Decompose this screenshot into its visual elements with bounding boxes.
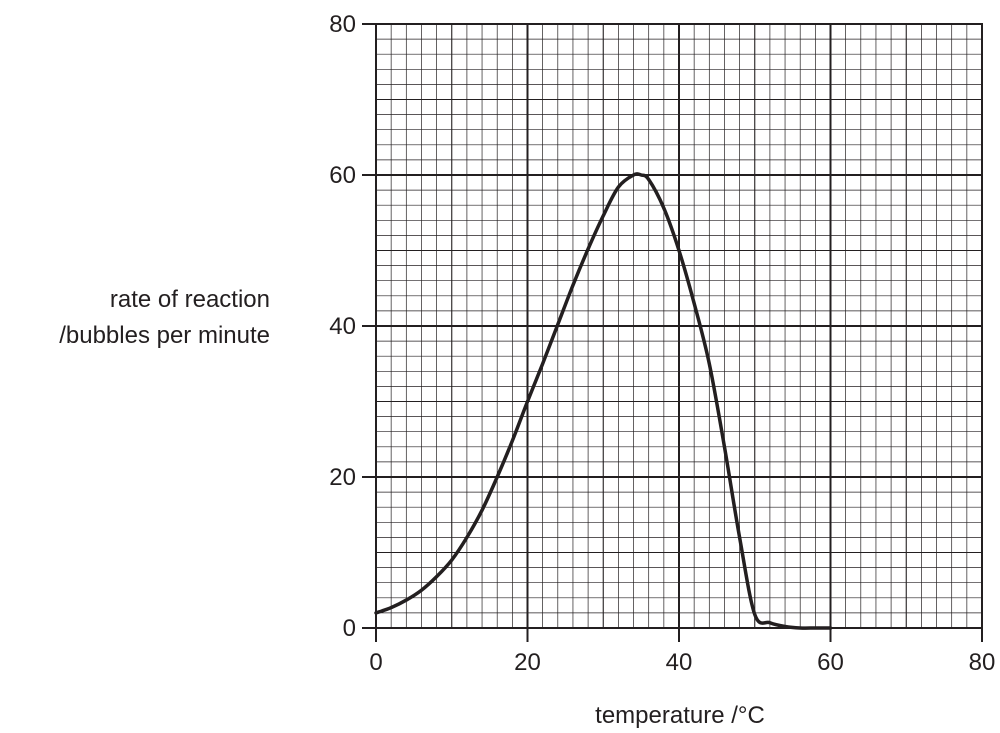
y-tick-label: 80	[329, 11, 356, 38]
series-line	[374, 172, 833, 630]
x-tick-label: 0	[369, 649, 382, 676]
x-tick-label: 40	[666, 649, 693, 676]
axes	[362, 23, 983, 642]
y-tick-labels: 0 20 40 60 80	[329, 11, 356, 642]
x-tick-label: 80	[969, 649, 996, 676]
y-tick-label: 60	[329, 162, 356, 189]
y-tick-label: 20	[329, 464, 356, 491]
y-axis-label-line2: /bubbles per minute	[59, 322, 270, 349]
y-tick-label: 0	[343, 615, 356, 642]
x-tick-labels: 0 20 40 60 80	[369, 649, 995, 676]
x-tick-label: 60	[817, 649, 844, 676]
y-tick-label: 40	[329, 313, 356, 340]
x-axis-label: temperature /°C	[595, 702, 765, 729]
x-tick-label: 20	[514, 649, 541, 676]
y-axis-label-line1: rate of reaction	[109, 286, 270, 313]
